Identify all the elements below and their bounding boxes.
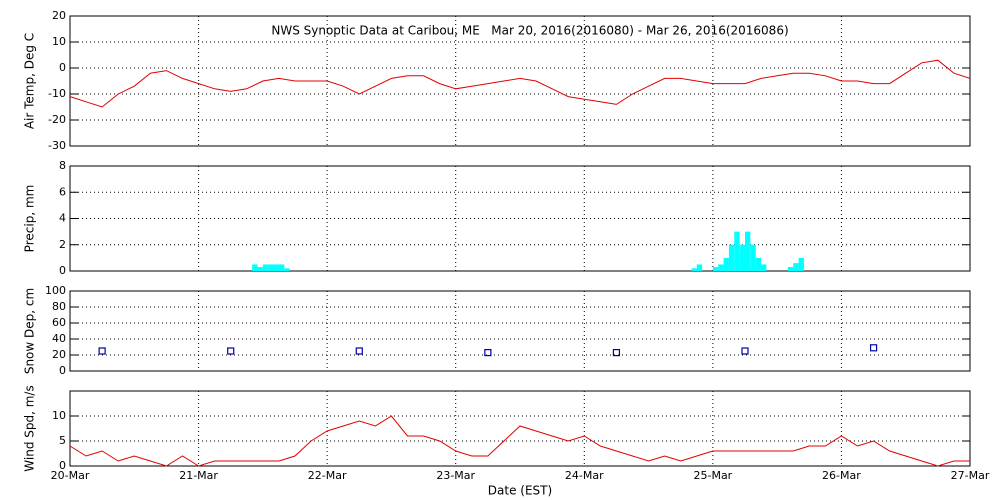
bar [728,244,735,271]
x-tick-label: 26-Mar [822,469,861,482]
y-tick-label: -30 [48,139,66,152]
y-tick-label: -10 [48,87,66,100]
bar [798,257,804,271]
bar [745,231,751,271]
bar [262,264,269,271]
bar [787,267,794,271]
y-tick-label: 2 [59,238,66,251]
x-tick-label: 25-Mar [693,469,732,482]
bar [750,244,756,271]
bar [268,264,274,271]
x-tick-label: 24-Mar [565,469,604,482]
data-line [69,59,971,108]
point [98,347,106,355]
bar [278,264,285,271]
y-axis-label: Precip, mm [23,185,37,253]
data-line [69,415,970,467]
y-tick-label: 80 [52,300,66,313]
y-tick-label: 40 [52,332,66,345]
point [869,344,878,352]
point [612,349,621,357]
bar [734,231,740,271]
x-tick-label: 20-Mar [51,469,90,482]
plot-frame [69,390,971,467]
y-tick-label: 4 [59,212,66,225]
bar [284,268,290,271]
chart-title: NWS Synoptic Data at Caribou, ME Mar 20,… [271,24,788,38]
bar [691,268,697,271]
y-axis-label: Wind Spd, m/s [23,385,37,471]
bar [739,244,745,271]
y-tick-label: 0 [59,264,66,277]
bar [723,257,729,271]
y-axis-label: Air Temp, Deg C [23,33,37,129]
x-tick-label: 23-Mar [436,469,475,482]
x-tick-label: 21-Mar [179,469,218,482]
plot-frame [69,290,971,372]
y-tick-label: 10 [52,409,66,422]
y-tick-label: 10 [52,35,66,48]
point [355,347,363,355]
y-tick-label: 8 [59,159,66,172]
bar [273,264,279,271]
bar [252,264,258,271]
y-tick-label: 20 [52,9,66,22]
bar [718,264,724,271]
y-tick-label: 20 [52,348,66,361]
x-tick-label: 22-Mar [308,469,347,482]
x-tick-label: 27-Mar [951,469,990,482]
y-tick-label: 0 [59,61,66,74]
y-tick-label: 0 [59,364,66,377]
y-tick-label: 0 [59,459,66,472]
y-tick-label: 100 [45,284,66,297]
y-tick-label: 60 [52,316,66,329]
y-tick-label: 6 [59,185,66,198]
x-axis-label: Date (EST) [488,484,552,498]
point [741,347,749,355]
point [484,349,492,357]
bar [257,267,263,271]
bar [793,263,799,271]
bar [755,257,762,271]
point [227,347,235,355]
bar [696,264,703,271]
y-tick-label: 5 [59,434,66,447]
y-tick-label: -20 [48,113,66,126]
plot-frame [69,15,971,147]
bar [761,264,767,271]
bar [712,267,719,271]
y-axis-label: Snow Dep, cm [23,288,37,374]
